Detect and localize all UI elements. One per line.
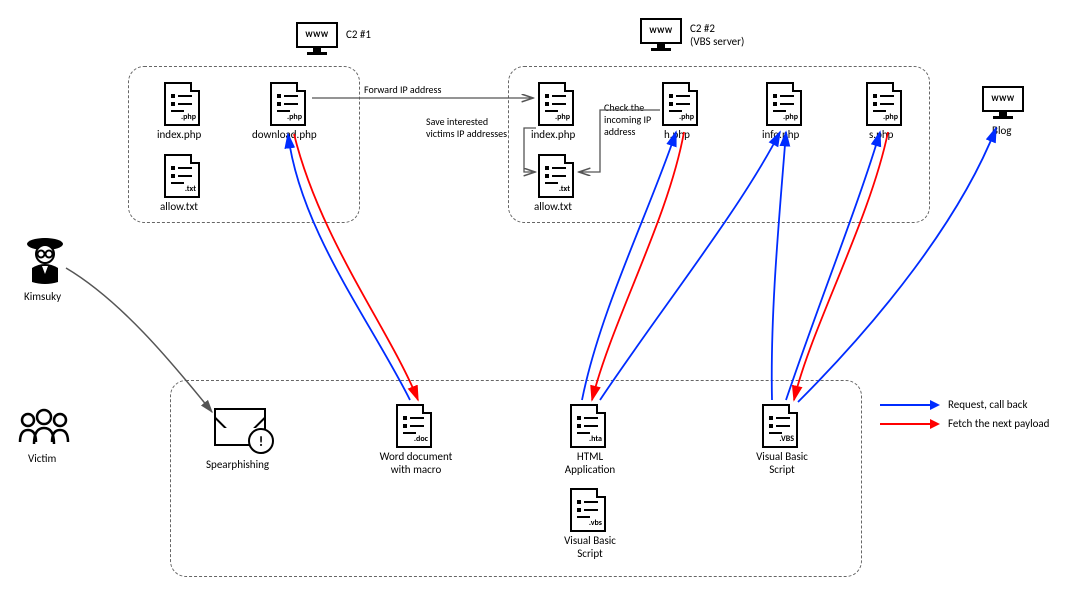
www-text: WWW — [982, 86, 1024, 112]
file-icon: .php — [164, 82, 200, 126]
legend: Request, call back Fetch the next payloa… — [880, 398, 1049, 436]
spearphishing-label: Spearphishing — [206, 458, 269, 471]
file-icon: .php — [766, 82, 802, 126]
www-icon: WWW — [640, 18, 682, 52]
file-ext: .doc — [414, 434, 428, 444]
file-icon: .txt — [164, 154, 200, 198]
file-label: allow.txt — [160, 200, 198, 213]
legend-arrow-request — [880, 400, 940, 410]
file-ext: .php — [287, 112, 302, 122]
file-icon: .vbs — [570, 488, 606, 532]
file-ext: .php — [883, 112, 898, 122]
legend-text-fetch: Fetch the next payload — [948, 417, 1049, 430]
file-label: index.php — [531, 128, 575, 141]
c2-2-title-2: (VBS server) — [690, 35, 744, 48]
file-ext: .php — [555, 112, 570, 122]
file-label: index.php — [157, 128, 201, 141]
mail-icon: ! — [214, 408, 266, 446]
file-ext: .php — [783, 112, 798, 122]
file-label: HTML Application — [554, 450, 626, 476]
www-text: WWW — [640, 18, 682, 44]
www-icon: WWW — [982, 86, 1024, 120]
annotation-check-ip: Check the incoming IP address — [604, 102, 676, 138]
c2-2-title: C2 #2 (VBS server) — [690, 22, 744, 48]
file-ext: .php — [181, 112, 196, 122]
file-icon: .VBS — [762, 404, 798, 448]
annotation-forward-ip: Forward IP address — [364, 84, 441, 96]
annotation-save-ip: Save interested victims IP addresses — [426, 116, 518, 140]
file-icon: .php — [866, 82, 902, 126]
file-label: Visual Basic Script — [552, 534, 628, 560]
file-icon: .doc — [396, 404, 432, 448]
kimsuky-icon — [22, 230, 68, 286]
file-ext: .hta — [589, 434, 602, 444]
victim-box — [170, 380, 862, 577]
file-label: info.php — [762, 128, 799, 141]
file-label: Visual Basic Script — [744, 450, 820, 476]
file-label: Word document with macro — [372, 450, 460, 476]
file-ext: .txt — [559, 184, 570, 194]
www-text: WWW — [296, 22, 338, 48]
c2-2-title-1: C2 #2 — [690, 22, 715, 35]
file-icon: .txt — [538, 154, 574, 198]
victim-icon — [14, 408, 74, 448]
victim-label: Victim — [28, 452, 56, 465]
file-label: download.php — [252, 128, 317, 141]
file-ext: .vbs — [589, 518, 602, 528]
diagram-stage: WWW C2 #1 WWW C2 #2 (VBS server) .php in… — [0, 0, 1086, 595]
www-icon: WWW — [296, 22, 338, 56]
blog-label: Blog — [992, 124, 1012, 137]
kimsuky-label: Kimsuky — [24, 290, 61, 303]
legend-text-request: Request, call back — [948, 398, 1027, 411]
file-label: allow.txt — [534, 200, 572, 213]
file-ext: .php — [679, 112, 694, 122]
file-ext: .txt — [185, 184, 196, 194]
file-label: s.php — [869, 128, 893, 141]
file-ext: .VBS — [779, 434, 794, 444]
file-icon: .hta — [570, 404, 606, 448]
file-icon: .php — [270, 82, 306, 126]
legend-arrow-fetch — [880, 419, 940, 429]
file-icon: .php — [538, 82, 574, 126]
c2-1-title: C2 #1 — [346, 28, 371, 41]
